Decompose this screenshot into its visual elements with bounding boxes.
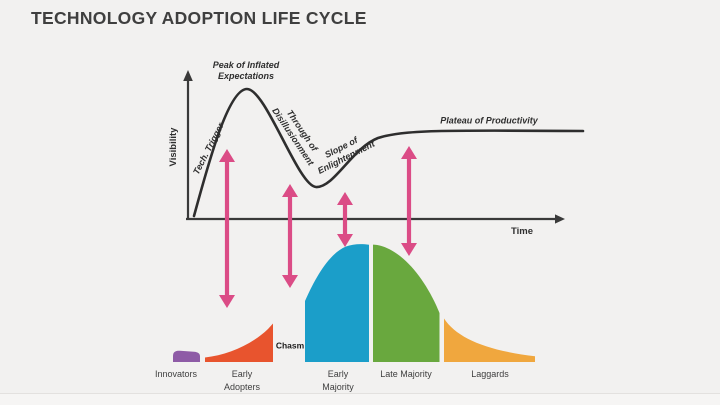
arrow-up-icon [282, 184, 298, 197]
plateau-of-productivity-label: Plateau of Productivity [440, 115, 538, 126]
y-axis-arrowhead-icon [183, 70, 193, 81]
arrow-down-icon [337, 234, 353, 247]
segment-innovators [173, 350, 200, 362]
hype-axes [183, 70, 565, 224]
peak-of-inflated-expectations-label: Peak of Inflated Expectations [212, 59, 280, 81]
page-title: TECHNOLOGY ADOPTION LIFE CYCLE [31, 8, 367, 28]
arrow-down-icon [401, 243, 417, 256]
chasm-label: Chasm [275, 340, 305, 351]
arrow-up-icon [401, 146, 417, 159]
segment-label-innovators: Innovators [154, 369, 198, 379]
double-arrow-tech-trigger [219, 149, 235, 308]
segment-late-majority [373, 244, 440, 362]
hype-cycle-curve [192, 87, 585, 218]
arrow-up-icon [219, 149, 235, 162]
segment-label-early-adopters: Early Adopters [223, 369, 261, 393]
adoption-bell-curve [173, 244, 535, 362]
y-axis-label: Visibility [168, 127, 180, 167]
arrow-down-icon [219, 295, 235, 308]
arrow-up-icon [337, 192, 353, 205]
segment-label-late-majority: Late Majority [380, 369, 432, 379]
x-axis-arrowhead-icon [555, 214, 565, 224]
segment-label-laggards: Laggards [471, 369, 509, 379]
arrow-down-icon [282, 275, 298, 288]
segment-early-adopters [205, 323, 273, 362]
segment-early-majority [305, 244, 369, 362]
double-arrow-late-majority [401, 146, 417, 256]
double-arrow-early-majority [337, 192, 353, 247]
x-axis-label: Time [510, 226, 534, 238]
double-arrow-chasm [282, 184, 298, 288]
segment-laggards [444, 318, 535, 362]
slide-bottom-edge [0, 393, 720, 405]
segment-label-early-majority: Early Majority [322, 369, 354, 393]
